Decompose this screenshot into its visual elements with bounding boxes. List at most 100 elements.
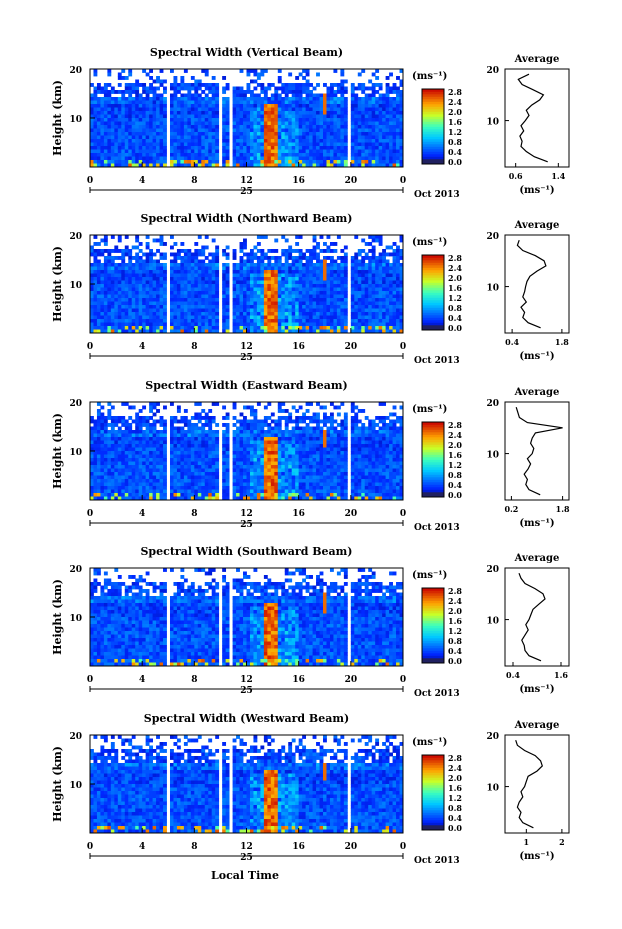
heatmap-cell [323, 149, 327, 154]
heatmap-cell [277, 329, 282, 334]
heatmap-cell [361, 280, 366, 285]
heatmap-cell [100, 451, 105, 455]
heatmap-cell [298, 132, 303, 136]
heatmap-cell [208, 312, 213, 316]
heatmap-cell [138, 493, 143, 497]
heatmap-cell [236, 277, 240, 281]
heatmap-cell [128, 121, 133, 126]
heatmap-cell [131, 430, 136, 434]
heatmap-cell [90, 294, 94, 299]
heatmap-cell [173, 273, 178, 278]
heatmap-cell [152, 139, 157, 143]
heatmap-cell [350, 294, 355, 299]
heatmap-cell [215, 326, 220, 330]
heatmap-cell [277, 270, 282, 274]
heatmap-cell [267, 139, 272, 143]
heatmap-cell [201, 156, 206, 161]
heatmap-cell [336, 111, 341, 115]
heatmap-cell [131, 444, 136, 448]
heatmap-cell [323, 146, 327, 150]
heatmap-cell [145, 97, 150, 101]
heatmap-cell [103, 125, 108, 129]
heatmap-cell [135, 301, 140, 306]
heatmap-cell [93, 242, 98, 246]
heatmap-cell [114, 107, 119, 112]
heatmap-cell [333, 118, 338, 122]
heatmap-cell [392, 132, 397, 136]
heatmap-cell [135, 291, 140, 295]
heatmap-cell [124, 153, 129, 157]
heatmap-cell [326, 156, 331, 161]
heatmap-cell [197, 104, 202, 108]
heatmap-cell [333, 83, 338, 87]
heatmap-cell [378, 97, 383, 101]
heatmap-cell [135, 163, 140, 168]
heatmap-cell [142, 447, 147, 452]
heatmap-cell [103, 423, 108, 427]
heatmap-cell [270, 100, 275, 105]
heatmap-cell [316, 142, 320, 147]
heatmap-cell [309, 149, 313, 154]
heatmap-cell [298, 308, 303, 313]
heatmap-cell [142, 163, 147, 168]
heatmap-cell [368, 315, 373, 320]
heatmap-cell [169, 83, 174, 87]
heatmap-cell [222, 114, 227, 119]
heatmap-cell [128, 153, 133, 157]
heatmap-cell [281, 107, 286, 112]
heatmap-cell [187, 423, 192, 427]
heatmap-cell [222, 97, 227, 101]
heatmap-cell [110, 128, 115, 133]
heatmap-cell [375, 266, 380, 271]
heatmap-cell [107, 447, 112, 452]
heatmap-cell [243, 107, 247, 112]
heatmap-cell [110, 97, 115, 101]
heatmap-cell [270, 104, 275, 108]
heatmap-cell [152, 284, 157, 288]
heatmap-cell [263, 163, 268, 168]
colorbar-tick-label: 1.2 [448, 293, 462, 303]
heatmap-cell [110, 114, 115, 119]
heatmap-cell [253, 139, 258, 143]
heatmap-cell [103, 83, 108, 87]
heatmap-cell [274, 305, 279, 309]
heatmap-cell [103, 461, 108, 466]
heatmap-cell [267, 86, 272, 91]
heatmap-cell [128, 273, 133, 278]
heatmap-cell [284, 156, 289, 161]
heatmap-cell [340, 156, 345, 161]
heatmap-cell [368, 86, 373, 91]
heatmap-cell [222, 322, 227, 327]
heatmap-cell [270, 256, 275, 260]
heatmap-cell [110, 315, 115, 320]
heatmap-cell [316, 111, 320, 115]
colorbar-segment [422, 282, 444, 286]
heatmap-cell [222, 280, 227, 285]
heatmap-cell [152, 472, 157, 476]
heatmap-cell [135, 326, 140, 330]
heatmap-cell [319, 163, 324, 168]
heatmap-cell [149, 135, 153, 140]
heatmap-cell [180, 287, 185, 292]
heatmap-cell [201, 263, 206, 267]
heatmap-cell [243, 280, 247, 285]
heatmap-cell [124, 319, 129, 323]
heatmap-cell [138, 319, 143, 323]
heatmap-cell [371, 160, 376, 164]
colorbar-unit-label: (ms⁻¹) [412, 71, 447, 82]
heatmap-cell [333, 287, 338, 292]
heatmap-cell [138, 139, 143, 143]
colorbar-segment [422, 292, 444, 296]
heatmap-cell [103, 160, 108, 164]
colorbar-segment [422, 154, 444, 157]
colorbar-segment [422, 131, 444, 135]
heatmap-cell [305, 146, 310, 150]
heatmap-cell [323, 315, 327, 320]
heatmap-cell [382, 100, 387, 105]
heatmap-cell [357, 72, 362, 77]
heatmap-cell [357, 270, 362, 274]
heatmap-cell [156, 86, 160, 91]
heatmap-cell [117, 249, 122, 253]
heatmap-cell [208, 107, 213, 112]
heatmap-cell [90, 125, 94, 129]
